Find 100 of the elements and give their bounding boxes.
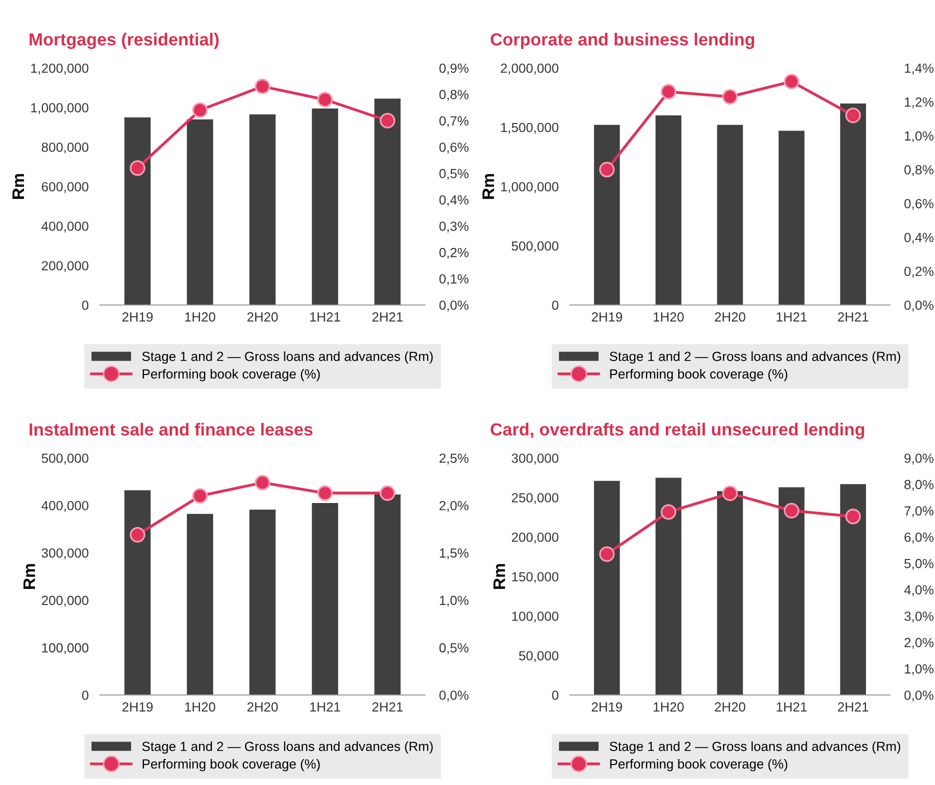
bar [186, 514, 214, 695]
y-tick-label: 500,000 [512, 241, 558, 252]
y2-tick-label: 1,5% [440, 548, 468, 560]
y-tick-label: 1,200,000 [31, 64, 88, 74]
y-tick-label: 1,000,000 [31, 103, 88, 114]
y2-tick-label: 1,2% [904, 97, 934, 108]
x-tick-label: 1H20 [654, 312, 684, 322]
bar [840, 104, 866, 305]
point [784, 502, 800, 518]
y-tick-label: 200,000 [42, 261, 88, 272]
bar [186, 119, 214, 305]
point [192, 488, 208, 504]
x-tick-label: 2H20 [247, 312, 278, 322]
bar [312, 503, 338, 695]
point [845, 508, 861, 524]
y2-tick-label: 0,0% [904, 300, 934, 312]
y2-tick-label: 3,0% [904, 612, 934, 622]
bar [594, 124, 620, 305]
bar [249, 510, 276, 695]
point [254, 78, 270, 94]
point [845, 108, 861, 124]
point [599, 546, 615, 562]
x-tick-label: 2H21 [372, 702, 403, 712]
point [130, 527, 146, 543]
y-axis-title: Rm [12, 174, 24, 199]
y2-tick-label: 1,0% [440, 596, 468, 607]
bar [312, 108, 338, 305]
x-tick-label: 1H20 [185, 702, 216, 712]
point [317, 485, 333, 501]
y-tick-label: 100,000 [42, 643, 88, 654]
y-tick-label: 2,000,000 [500, 64, 558, 74]
point [380, 112, 396, 128]
y-tick-label: 400,000 [42, 500, 88, 512]
bar [656, 115, 682, 305]
x-tick-label: 2H21 [838, 312, 868, 322]
y2-tick-label: 0,8% [439, 90, 468, 101]
y2-tick-label: 0,9% [439, 64, 468, 74]
x-tick-label: 2H20 [714, 312, 746, 322]
y-tick-label: 50,000 [519, 651, 558, 662]
y-tick-label: 150,000 [512, 572, 558, 583]
y2-tick-label: 5,0% [904, 558, 934, 570]
x-tick-label: 1H20 [654, 702, 684, 712]
y-tick-label: 600,000 [42, 182, 88, 193]
x-tick-label: 2H19 [592, 312, 622, 322]
y-tick-label: 0 [82, 300, 88, 310]
bar [124, 117, 151, 305]
chart-title: Corporate and business lending [490, 32, 754, 50]
y2-tick-label: 0,5% [439, 643, 468, 654]
y-tick-label: 0 [552, 690, 558, 700]
point [192, 102, 208, 118]
y2-tick-label: 0,8% [904, 165, 934, 176]
y2-tick-label: 0,6% [904, 198, 934, 210]
y-tick-label: 200,000 [512, 532, 558, 544]
legend-label: Stage 1 and 2 — Gross loans and advances (Rm) [142, 351, 433, 364]
y2-tick-label: 1,4% [904, 64, 934, 74]
y-tick-label: 100,000 [512, 612, 558, 622]
y2-tick-label: 0,6% [439, 142, 468, 154]
y2-tick-label: 0,4% [904, 232, 934, 244]
x-tick-label: 1H21 [310, 702, 340, 712]
x-tick-label: 2H20 [714, 702, 746, 712]
legend-label: Stage 1 and 2 — Gross loans and advances (Rm) [610, 351, 900, 364]
y-tick-label: 800,000 [42, 142, 88, 154]
y2-tick-label: 6,0% [904, 532, 934, 544]
point [722, 486, 738, 502]
y2-tick-label: 9,0% [904, 454, 934, 464]
point [599, 162, 615, 178]
legend-label: Performing book coverage (%) [142, 758, 320, 772]
y-tick-label: 1,000,000 [501, 182, 558, 193]
y2-tick-label: 0,7% [439, 116, 468, 128]
legend-label: Stage 1 and 2 — Gross loans and advances (Rm) [142, 741, 433, 754]
y2-tick-label: 4,0% [904, 585, 934, 596]
bar [249, 114, 276, 305]
legend-label: Performing book coverage (%) [610, 758, 788, 772]
y2-tick-label: 2,5% [440, 454, 468, 464]
y-tick-label: 200,000 [42, 596, 88, 607]
y-tick-label: 0 [552, 300, 558, 310]
y-tick-label: 300,000 [42, 548, 88, 560]
point [660, 504, 676, 520]
y2-tick-label: 2,0% [904, 638, 934, 649]
x-tick-label: 2H20 [247, 702, 278, 712]
bar [124, 490, 151, 695]
y-axis-title: Rm [493, 564, 505, 589]
y-tick-label: 250,000 [512, 493, 558, 504]
point [130, 160, 146, 176]
y-tick-label: 400,000 [42, 222, 88, 232]
legend-label: Stage 1 and 2 — Gross loans and advances (Rm) [610, 741, 900, 754]
x-tick-label: 1H21 [310, 312, 340, 322]
point [722, 89, 738, 105]
chart-title: Mortgages (residential) [30, 32, 219, 50]
y2-tick-label: 0,3% [439, 222, 468, 232]
y-axis-title: Rm [482, 174, 494, 199]
y-tick-label: 0 [82, 690, 88, 700]
y2-tick-label: 1,0% [904, 131, 934, 142]
y2-tick-label: 0,0% [904, 690, 934, 702]
x-tick-label: 2H19 [592, 702, 622, 712]
y2-tick-label: 0,1% [439, 274, 468, 286]
legend-label: Performing book coverage (%) [610, 368, 788, 382]
y2-tick-label: 0,4% [439, 195, 468, 206]
y2-tick-label: 8,0% [904, 480, 934, 491]
x-tick-label: 2H21 [372, 312, 403, 322]
